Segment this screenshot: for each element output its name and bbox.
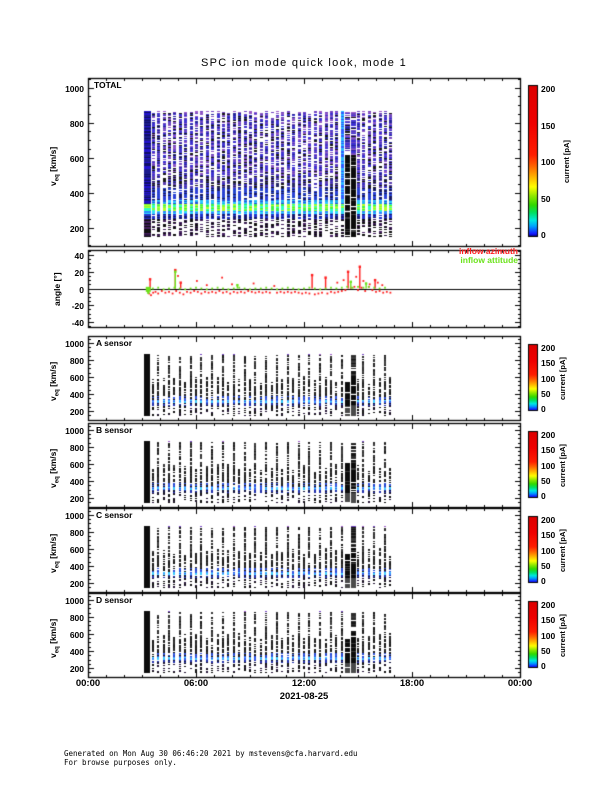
- colorbar-tick-label: 0: [541, 491, 546, 501]
- colorbar-label: current [pA]: [558, 444, 567, 487]
- colorbar-tick-label: 50: [541, 476, 551, 486]
- x-tick-label: 12:00: [291, 678, 317, 689]
- footer-browse-line: For browse purposes only.: [64, 758, 177, 767]
- y-tick-label-c: 800: [69, 528, 84, 538]
- panel-label-b-sensor: B sensor: [96, 425, 133, 435]
- y-tick-label-total: 200: [69, 224, 84, 234]
- y-tick-label-a: 400: [69, 390, 84, 400]
- panel-label-a-sensor: A sensor: [96, 338, 133, 348]
- y-tick-label-b: 1000: [65, 426, 84, 436]
- colorbar-tick-label: 200: [541, 600, 556, 610]
- colorbar-tick-label: 100: [541, 631, 556, 641]
- colorbar-tick-label: 0: [541, 230, 546, 240]
- colorbar-tick-label: 100: [541, 546, 556, 556]
- y-tick-label-d: 400: [69, 647, 84, 657]
- panel-label-total: TOTAL: [94, 80, 122, 90]
- panel-label-c-sensor: C sensor: [96, 510, 133, 520]
- colorbar-label: current [pA]: [558, 357, 567, 400]
- colorbar-tick-label: 150: [541, 615, 556, 625]
- colorbar-label: current [pA]: [558, 614, 567, 657]
- y-tick-label-angle: 0: [79, 285, 84, 295]
- y-tick-label-a: 200: [69, 407, 84, 417]
- y-tick-label-total: 600: [69, 154, 84, 164]
- colorbar-tick-label: 150: [541, 121, 556, 131]
- panel-label-d-sensor: D sensor: [96, 595, 133, 605]
- colorbar-tick-label: 50: [541, 561, 551, 571]
- y-tick-label-c: 600: [69, 545, 84, 555]
- colorbar-tick-label: 0: [541, 576, 546, 586]
- y-tick-label-d: 600: [69, 630, 84, 640]
- colorbar-label: current [pA]: [562, 140, 571, 183]
- y-tick-label-c: 400: [69, 562, 84, 572]
- colorbar-tick-label: 200: [541, 343, 556, 353]
- colorbar-tick-label: 50: [541, 389, 551, 399]
- x-tick-label: 00:00: [75, 678, 101, 689]
- colorbar-tick-label: 200: [541, 430, 556, 440]
- y-tick-label-angle: 40: [74, 251, 84, 261]
- colorbar-label: current [pA]: [558, 529, 567, 572]
- x-axis-date-label: 2021-08-25: [279, 691, 329, 702]
- y-tick-label-c: 1000: [65, 511, 84, 521]
- x-tick-label: 18:00: [399, 678, 425, 689]
- colorbar-tick-label: 200: [541, 515, 556, 525]
- y-tick-label-total: 1000: [65, 84, 84, 94]
- y-tick-label-total: 400: [69, 189, 84, 199]
- colorbar-tick-label: 0: [541, 661, 546, 671]
- y-tick-label-a: 600: [69, 373, 84, 383]
- page-title: SPC ion mode quick look, mode 1: [201, 57, 407, 69]
- y-tick-label-b: 200: [69, 494, 84, 504]
- y-tick-label-d: 200: [69, 664, 84, 674]
- colorbar-tick-label: 50: [541, 194, 551, 204]
- colorbar-tick-label: 100: [541, 157, 556, 167]
- x-tick-label: 06:00: [183, 678, 209, 689]
- y-tick-label-b: 400: [69, 477, 84, 487]
- legend-inflow-attitude: inflow attitude: [460, 255, 518, 265]
- x-tick-label: 00:00: [507, 678, 533, 689]
- colorbar-tick-label: 0: [541, 404, 546, 414]
- y-tick-label-angle: 20: [74, 268, 84, 278]
- y-tick-label-d: 800: [69, 613, 84, 623]
- colorbar-tick-label: 100: [541, 374, 556, 384]
- footer-generated-line: Generated on Mon Aug 30 06:46:20 2021 by…: [64, 749, 358, 758]
- colorbar-tick-label: 200: [541, 84, 556, 94]
- y-tick-label-angle: -20: [71, 301, 84, 311]
- y-tick-label-a: 800: [69, 356, 84, 366]
- y-tick-label-angle: -40: [71, 318, 84, 328]
- y-tick-label-a: 1000: [65, 339, 84, 349]
- y-tick-label-c: 200: [69, 579, 84, 589]
- colorbar-tick-label: 150: [541, 358, 556, 368]
- y-axis-label-total: veq [km/s]: [48, 146, 61, 186]
- colorbar-tick-label: 150: [541, 445, 556, 455]
- y-tick-label-d: 1000: [65, 596, 84, 606]
- y-tick-label-b: 800: [69, 443, 84, 453]
- colorbar-tick-label: 50: [541, 646, 551, 656]
- colorbar-tick-label: 100: [541, 461, 556, 471]
- colorbar-tick-label: 150: [541, 530, 556, 540]
- legend-inflow-azimuth: inflow azimuth: [458, 246, 518, 256]
- y-tick-label-b: 600: [69, 460, 84, 470]
- y-tick-label-total: 800: [69, 119, 84, 129]
